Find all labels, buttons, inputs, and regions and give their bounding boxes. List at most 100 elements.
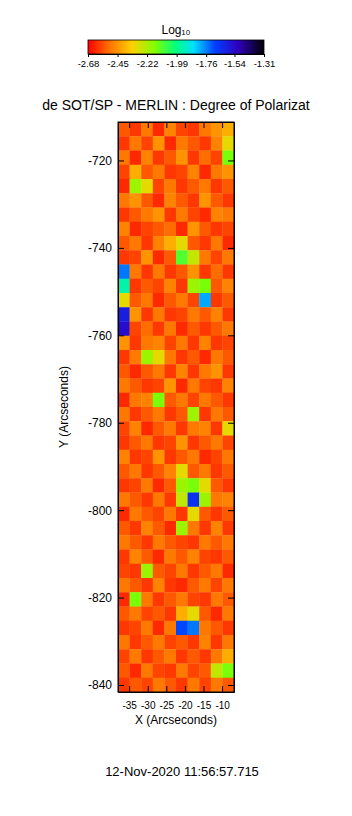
heatmap-cell — [153, 592, 165, 607]
heatmap-cell — [153, 208, 165, 223]
heatmap-cell — [164, 578, 176, 593]
heatmap-cell — [222, 535, 234, 550]
colorbar-tick-mark — [177, 54, 178, 57]
heatmap-cell — [176, 350, 188, 365]
heatmap-cell — [199, 193, 211, 208]
heatmap-cell — [222, 407, 234, 422]
x-axis-top-line — [119, 122, 235, 123]
heatmap-cell — [176, 293, 188, 308]
heatmap-cell — [199, 621, 211, 636]
x-axis-tick-mark — [222, 686, 223, 692]
colorbar-tick-mark — [234, 54, 235, 57]
heatmap-cell — [141, 550, 153, 565]
heatmap-cell — [222, 364, 234, 379]
heatmap-cell — [153, 151, 165, 166]
heatmap-cell — [130, 236, 142, 251]
heatmap-cell — [222, 151, 234, 166]
heatmap-cell — [153, 678, 165, 692]
heatmap-cell — [118, 521, 130, 536]
heatmap-cell — [164, 550, 176, 565]
y-axis-tick-label: -760 — [88, 329, 112, 343]
y-axis-line — [118, 123, 119, 693]
heatmap-cell — [118, 578, 130, 593]
heatmap-cell — [164, 436, 176, 451]
heatmap-cell — [211, 436, 223, 451]
colorbar-tick: -2.22 — [137, 54, 159, 69]
heatmap-cell — [211, 322, 223, 337]
heatmap-cell — [211, 350, 223, 365]
heatmap-cell — [141, 450, 153, 465]
heatmap-cell — [153, 322, 165, 337]
heatmap-cell — [141, 307, 153, 322]
heatmap-cell — [222, 592, 234, 607]
x-axis-tick-label: -15 — [197, 700, 212, 711]
heatmap-cell — [130, 222, 142, 237]
heatmap-cell — [222, 664, 234, 679]
heatmap-cell — [153, 222, 165, 237]
x-axis-tick: -35 — [122, 686, 137, 711]
heatmap-cell — [211, 407, 223, 422]
heatmap-cell — [211, 222, 223, 237]
heatmap-cell — [141, 621, 153, 636]
heatmap-cell — [222, 350, 234, 365]
heatmap-cell — [188, 236, 200, 251]
heatmap-cell — [211, 678, 223, 692]
heatmap-cell — [141, 322, 153, 337]
heatmap-cell — [176, 136, 188, 151]
heatmap-cell — [118, 364, 130, 379]
heatmap-cell — [176, 122, 188, 137]
colorbar-tick-mark — [206, 54, 207, 57]
heatmap-cell — [153, 493, 165, 508]
heatmap-cell — [153, 236, 165, 251]
heatmap-cell — [130, 621, 142, 636]
heatmap-cell — [164, 179, 176, 194]
heatmap-cell — [199, 236, 211, 251]
heatmap-cell — [118, 250, 130, 265]
heatmap-cell — [199, 179, 211, 194]
heatmap-cell — [199, 607, 211, 622]
y-axis-tick-mark — [118, 335, 124, 336]
heatmap-cell — [118, 336, 130, 351]
heatmap-cell — [188, 621, 200, 636]
heatmap-cell — [118, 136, 130, 151]
x-axis-tick-label: -20 — [178, 700, 193, 711]
heatmap-cell — [176, 464, 188, 479]
heatmap-cell — [188, 592, 200, 607]
y-axis-tick-mark — [118, 510, 124, 511]
heatmap-cell — [211, 464, 223, 479]
colorbar-tick: -1.76 — [196, 54, 218, 69]
heatmap-cell — [141, 649, 153, 664]
y-axis-right-tick — [228, 248, 234, 249]
heatmap-cell — [118, 193, 130, 208]
heatmap-cell — [199, 250, 211, 265]
heatmap-cell — [130, 350, 142, 365]
x-axis-title: X (Arcseconds) — [135, 713, 217, 727]
title: de SOT/SP - MERLIN : Degree of Polarizat — [42, 97, 310, 113]
x-axis-tick: -15 — [197, 686, 212, 711]
heatmap-cell — [176, 393, 188, 408]
heatmap-cell — [153, 578, 165, 593]
heatmap-cell — [164, 250, 176, 265]
y-axis-tick-mark — [118, 598, 124, 599]
heatmap-cell — [118, 507, 130, 522]
heatmap-cell — [199, 635, 211, 650]
heatmap-cell — [176, 678, 188, 692]
heatmap-cell — [130, 293, 142, 308]
heatmap-cell — [188, 307, 200, 322]
x-axis-tick: -10 — [215, 686, 230, 711]
heatmap-cell — [141, 507, 153, 522]
heatmap-cell — [130, 535, 142, 550]
heatmap-cell — [188, 165, 200, 180]
heatmap-cell — [211, 250, 223, 265]
heatmap-cell — [188, 208, 200, 223]
heatmap-cell — [164, 678, 176, 692]
heatmap-cell — [130, 307, 142, 322]
heatmap-cell — [118, 222, 130, 237]
heatmap-cell — [188, 179, 200, 194]
heatmap-cell — [164, 521, 176, 536]
heatmap-cell — [164, 450, 176, 465]
heatmap-cell — [176, 664, 188, 679]
heatmap-cell — [222, 649, 234, 664]
heatmap-cell — [211, 535, 223, 550]
y-axis-title: Y (Arcseconds) — [57, 366, 71, 448]
